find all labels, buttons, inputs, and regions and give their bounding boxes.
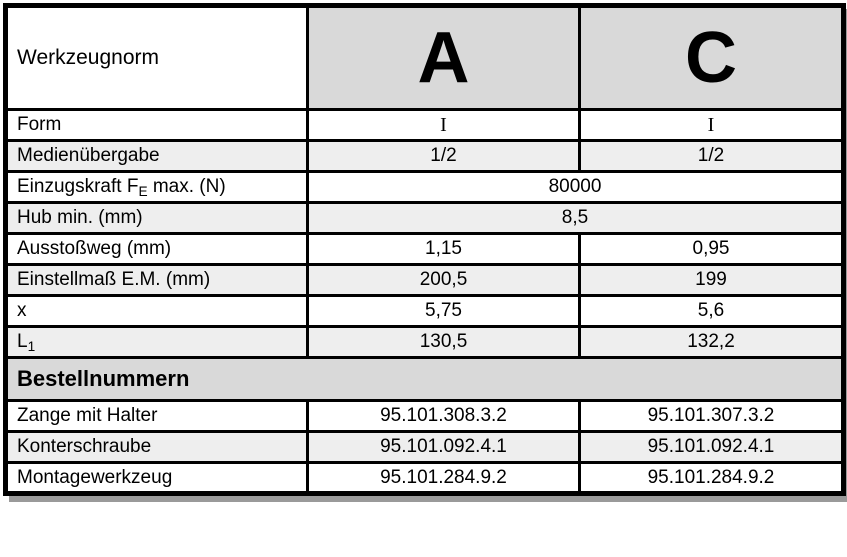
cell-value: 199 xyxy=(578,263,845,297)
row-label: Form xyxy=(4,108,309,142)
row-label-subscript: E xyxy=(138,183,148,199)
table-row-hub-min: Hub min. (mm) 8,5 xyxy=(4,201,845,235)
order-number-cell: 95.101.308.3.2 xyxy=(306,399,581,433)
row-label: Einstellmaß E.M. (mm) xyxy=(4,263,309,297)
table-row-montagewerkzeug: Montagewerkzeug 95.101.284.9.2 95.101.28… xyxy=(4,461,845,495)
row-label: Zange mit Halter xyxy=(4,399,309,433)
section-title: Bestellnummern xyxy=(4,356,845,402)
table-row-form: Form I I xyxy=(4,108,845,142)
cell-value: 5,75 xyxy=(306,294,581,328)
cell-value: 132,2 xyxy=(578,325,845,359)
header-label-werkzeugnorm: Werkzeugnorm xyxy=(4,4,309,111)
row-label-text: Form xyxy=(17,114,62,135)
row-label-text: x xyxy=(17,300,27,321)
cell-value: I xyxy=(306,108,581,142)
table-row-medienuebergabe: Medienübergabe 1/2 1/2 xyxy=(4,139,845,173)
order-number-cell: 95.101.092.4.1 xyxy=(578,430,845,464)
order-number-cell: 95.101.092.4.1 xyxy=(306,430,581,464)
cell-value: 1/2 xyxy=(306,139,581,173)
row-label-subscript: 1 xyxy=(27,338,36,354)
row-label: Einzugskraft FE max. (N) xyxy=(4,170,309,204)
table-row-einstellmass: Einstellmaß E.M. (mm) 200,5 199 xyxy=(4,263,845,297)
table-row-l1: L1 130,5 132,2 xyxy=(4,325,845,359)
row-label-text: Einstellmaß E.M. (mm) xyxy=(17,269,211,290)
cell-value: 1,15 xyxy=(306,232,581,266)
tool-spec-table: Werkzeugnorm A C Form I I Medienübergabe… xyxy=(3,3,846,496)
cell-value: 0,95 xyxy=(578,232,845,266)
row-label: Montagewerkzeug xyxy=(4,461,309,495)
table-row-einzugskraft: Einzugskraft FE max. (N) 80000 xyxy=(4,170,845,204)
row-label: Ausstoßweg (mm) xyxy=(4,232,309,266)
column-head-c: C xyxy=(578,4,845,111)
cell-value: 200,5 xyxy=(306,263,581,297)
row-label: x xyxy=(4,294,309,328)
table-row-konterschraube: Konterschraube 95.101.092.4.1 95.101.092… xyxy=(4,430,845,464)
row-label-text: L xyxy=(17,330,28,352)
cell-value: 5,6 xyxy=(578,294,845,328)
cell-value-spanned: 80000 xyxy=(306,170,845,204)
row-label-text: max. (N) xyxy=(147,175,226,197)
table-row-x: x 5,75 5,6 xyxy=(4,294,845,328)
row-label: Medienübergabe xyxy=(4,139,309,173)
table-row-ausstossweg: Ausstoßweg (mm) 1,15 0,95 xyxy=(4,232,845,266)
row-label: Hub min. (mm) xyxy=(4,201,309,235)
row-label: L1 xyxy=(4,325,309,359)
cell-value: 1/2 xyxy=(578,139,845,173)
row-label: Konterschraube xyxy=(4,430,309,464)
table-row-zange-mit-halter: Zange mit Halter 95.101.308.3.2 95.101.3… xyxy=(4,399,845,433)
row-label-text: Ausstoßweg (mm) xyxy=(17,238,172,259)
row-label-text: Hub min. (mm) xyxy=(17,207,143,228)
row-label-text: Medienübergabe xyxy=(17,145,160,166)
cell-value-spanned: 8,5 xyxy=(306,201,845,235)
order-number-cell: 95.101.284.9.2 xyxy=(578,461,845,495)
column-head-a: A xyxy=(306,4,581,111)
cell-value: 130,5 xyxy=(306,325,581,359)
table-header-row: Werkzeugnorm A C xyxy=(4,4,845,111)
page: Werkzeugnorm A C Form I I Medienübergabe… xyxy=(3,3,846,496)
order-number-cell: 95.101.307.3.2 xyxy=(578,399,845,433)
order-number-cell: 95.101.284.9.2 xyxy=(306,461,581,495)
cell-value: I xyxy=(578,108,845,142)
section-header-row: Bestellnummern xyxy=(4,356,845,402)
row-label-text: Einzugskraft F xyxy=(17,175,139,197)
